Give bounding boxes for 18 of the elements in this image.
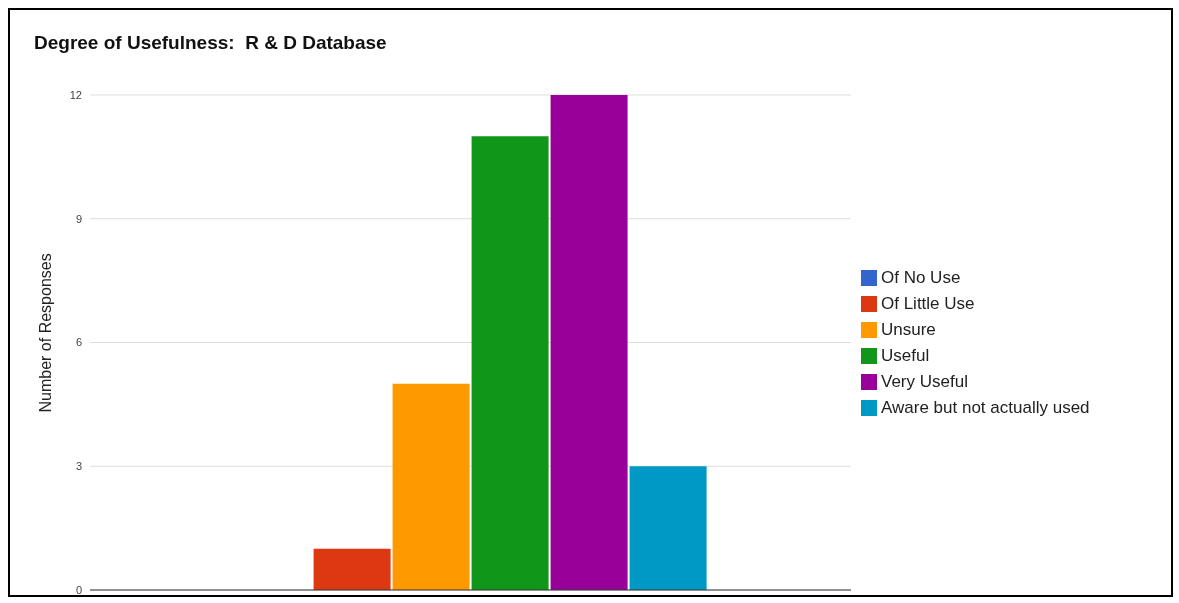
legend-label: Useful [881,345,930,365]
legend-label: Very Useful [881,371,968,391]
y-tick-label: 9 [75,212,82,225]
legend-label: Unsure [881,319,936,339]
bar [550,95,628,590]
legend-label: Of Little Use [881,293,975,313]
y-tick-label: 0 [75,583,82,596]
y-tick-label: 3 [75,460,82,473]
y-tick-label: 6 [75,336,82,349]
bar [471,136,549,590]
legend-label: Aware but not actually used [881,397,1090,417]
legend-label: Of No Use [881,267,961,287]
y-axis-title: Number of Responses [36,253,54,413]
bar [629,466,707,590]
chart-title: Degree of Usefulness: R & D Database [33,31,388,55]
bar [392,383,470,590]
bar [313,548,391,590]
y-tick-label: 12 [69,88,82,101]
